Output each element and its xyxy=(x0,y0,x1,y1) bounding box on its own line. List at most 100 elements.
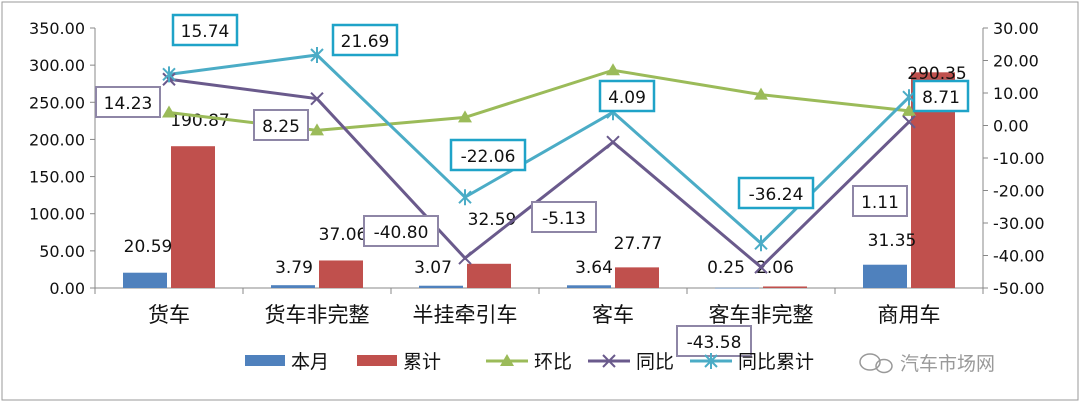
marker-同比 xyxy=(754,260,768,274)
legend-label: 累计 xyxy=(403,351,441,373)
line-data-label: 15.74 xyxy=(181,22,230,42)
bar-monthly xyxy=(419,285,463,288)
marker-环比 xyxy=(458,110,472,123)
y-left-tick-label: 100.00 xyxy=(29,205,85,224)
line-data-label: 8.25 xyxy=(262,117,300,137)
line-data-label-box xyxy=(95,86,161,118)
line-同比累计 xyxy=(168,53,911,246)
line-data-label-box xyxy=(171,13,239,47)
wechat-icon xyxy=(859,353,881,371)
bar-data-label: 31.35 xyxy=(868,231,917,251)
y-left-tick-label: 350.00 xyxy=(29,19,85,38)
wechat-icon-secondary xyxy=(875,358,893,374)
y-left-tick-label: 0.00 xyxy=(49,279,85,298)
bar-monthly xyxy=(567,285,611,288)
legend-marker-同比 xyxy=(602,354,616,368)
y-right-tick-label: 30.00 xyxy=(993,19,1039,38)
bar-cumulative xyxy=(319,260,363,288)
watermark-text: 汽车市场网 xyxy=(900,353,995,375)
x-category-label: 半挂牵引车 xyxy=(413,303,518,327)
line-data-label: -22.06 xyxy=(461,147,516,167)
marker-同比累计 xyxy=(754,235,768,252)
marker-环比 xyxy=(754,87,768,100)
y-right-tick-label: -30.00 xyxy=(993,214,1045,233)
legend-label: 同比 xyxy=(636,351,674,373)
bar-cumulative xyxy=(171,146,215,288)
legend-label: 同比累计 xyxy=(738,351,814,373)
line-data-label-box xyxy=(331,23,399,57)
y-left-tick-label: 50.00 xyxy=(39,242,85,261)
marker-同比 xyxy=(606,135,620,149)
legend-swatch-本月 xyxy=(245,355,285,366)
marker-同比 xyxy=(902,115,916,129)
legend-label: 本月 xyxy=(291,351,329,373)
line-data-label: -5.13 xyxy=(542,209,586,229)
y-right-tick-label: -40.00 xyxy=(993,247,1045,266)
line-data-label-box xyxy=(531,201,597,233)
line-data-label: 14.23 xyxy=(104,94,153,114)
y-right-tick-label: -10.00 xyxy=(993,149,1045,168)
line-同比 xyxy=(168,77,911,270)
y-right-tick-label: 0.00 xyxy=(993,117,1029,136)
y-left-tick-label: 200.00 xyxy=(29,130,85,149)
x-category-label: 货车 xyxy=(148,303,190,327)
bar-data-label: 20.59 xyxy=(124,237,173,257)
marker-同比 xyxy=(310,91,324,106)
y-right-tick-label: -20.00 xyxy=(993,182,1045,201)
bar-data-label: 0.25 xyxy=(707,258,745,278)
bar-data-label: 3.07 xyxy=(414,258,452,278)
bar-data-label: 32.59 xyxy=(468,210,517,230)
bar-data-label: 3.79 xyxy=(275,258,313,278)
line-data-label-box xyxy=(598,79,656,113)
line-data-label-box xyxy=(852,185,908,217)
marker-同比累计 xyxy=(162,66,176,83)
bar-data-label: 190.87 xyxy=(170,111,229,131)
marker-同比累计 xyxy=(310,47,324,64)
bar-monthly xyxy=(863,264,907,288)
line-data-label-box xyxy=(253,109,309,141)
y-right-tick-label: 10.00 xyxy=(993,84,1039,103)
bar-cumulative xyxy=(467,263,511,288)
bar-monthly xyxy=(715,287,759,289)
line-data-label: 1.11 xyxy=(861,193,899,213)
line-data-label-box xyxy=(363,215,439,247)
marker-同比 xyxy=(458,251,472,265)
line-data-label-box xyxy=(449,138,527,172)
y-right-tick-label: 20.00 xyxy=(993,52,1039,71)
bar-cumulative xyxy=(615,267,659,288)
bar-data-label: 3.64 xyxy=(575,258,613,278)
bar-data-label: 37.06 xyxy=(319,225,368,245)
line-data-label: -40.80 xyxy=(374,223,429,243)
marker-环比 xyxy=(310,123,324,136)
x-category-label: 商用车 xyxy=(878,303,941,327)
x-category-label: 客车 xyxy=(592,303,634,327)
bar-monthly xyxy=(123,272,167,288)
legend-marker-同比累计 xyxy=(704,353,718,369)
x-category-label: 客车非完整 xyxy=(709,303,814,327)
marker-同比累计 xyxy=(458,189,472,206)
y-left-tick-label: 300.00 xyxy=(29,56,85,75)
line-data-label: 4.09 xyxy=(608,88,646,108)
y-left-tick-label: 150.00 xyxy=(29,168,85,187)
bar-data-label: 290.35 xyxy=(907,64,966,84)
line-data-label: -36.24 xyxy=(749,185,804,205)
bar-monthly xyxy=(271,285,315,288)
line-data-label-box xyxy=(676,325,752,357)
line-data-label: 8.71 xyxy=(922,88,960,108)
legend-swatch-累计 xyxy=(357,355,397,366)
line-data-label: 21.69 xyxy=(341,32,390,52)
legend-label: 环比 xyxy=(534,351,572,373)
marker-环比 xyxy=(162,105,176,118)
legend-marker-环比 xyxy=(500,354,514,366)
x-category-label: 货车非完整 xyxy=(265,303,370,327)
marker-环比 xyxy=(606,63,620,76)
marker-环比 xyxy=(902,103,916,116)
bar-data-label: 27.77 xyxy=(614,234,663,254)
y-right-tick-label: -50.00 xyxy=(993,279,1045,298)
bar-cumulative xyxy=(763,286,807,288)
line-data-label: -43.58 xyxy=(687,333,742,353)
line-data-label-box xyxy=(912,79,970,113)
